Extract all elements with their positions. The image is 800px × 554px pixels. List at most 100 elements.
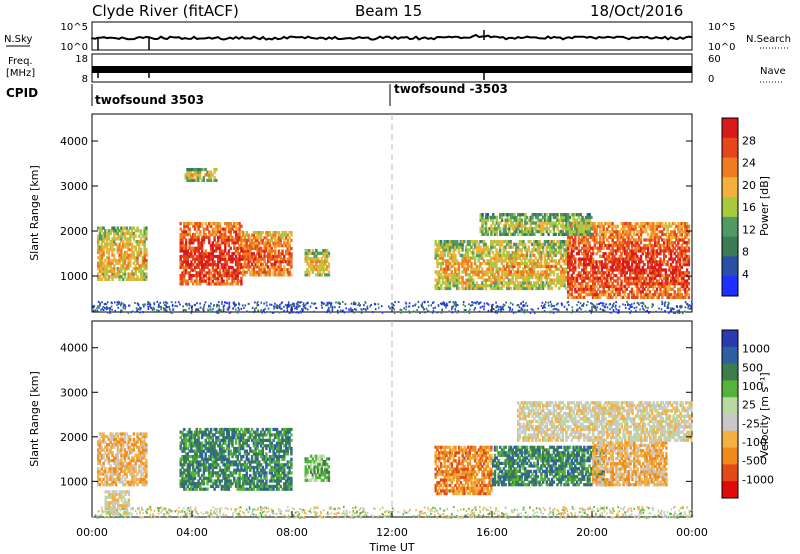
data-cell — [183, 271, 186, 275]
data-cell — [590, 254, 593, 258]
data-cell — [454, 281, 457, 285]
data-cell — [445, 259, 448, 263]
data-cell — [286, 238, 289, 242]
data-cell — [591, 257, 595, 261]
data-cell — [666, 227, 669, 231]
data-cell — [200, 235, 204, 239]
data-cell — [570, 268, 573, 272]
data-cell — [534, 284, 538, 288]
data-cell — [267, 231, 270, 235]
data-cell — [559, 253, 563, 258]
data-cell — [281, 270, 284, 274]
data-cell — [543, 275, 547, 280]
data-cell — [434, 306, 437, 309]
data-cell — [491, 242, 495, 247]
data-cell — [525, 275, 529, 280]
data-cell — [472, 253, 475, 258]
data-cell — [524, 242, 527, 247]
data-cell — [109, 229, 112, 233]
data-cell — [272, 268, 275, 272]
data-cell — [98, 275, 102, 279]
data-cell — [554, 242, 557, 247]
data-cell — [129, 258, 132, 263]
data-cell — [614, 290, 618, 294]
data-cell — [236, 227, 239, 231]
data-cell — [482, 242, 486, 247]
data-cell — [107, 264, 111, 268]
data-cell — [684, 295, 687, 299]
data-cell — [123, 237, 127, 241]
data-cell — [213, 254, 216, 259]
data-cell — [218, 260, 222, 264]
data-cell — [279, 238, 282, 242]
data-cell — [533, 262, 536, 266]
data-cell — [516, 286, 520, 291]
data-cell — [125, 231, 128, 236]
data-cell — [516, 253, 520, 258]
data-cell — [218, 233, 222, 237]
data-cell — [236, 241, 239, 245]
data-cell — [388, 305, 390, 308]
data-cell — [550, 256, 554, 260]
data-cell — [583, 279, 586, 283]
data-cell — [215, 227, 218, 231]
data-cell — [118, 253, 121, 257]
data-cell — [628, 307, 630, 310]
data-cell — [595, 227, 598, 231]
data-cell — [184, 254, 188, 259]
freq-unit-label: [MHz] — [6, 68, 35, 79]
data-cell — [447, 273, 450, 277]
data-cell — [452, 240, 455, 244]
data-cell — [464, 273, 468, 277]
data-cell — [122, 272, 125, 276]
data-cell — [288, 241, 291, 245]
data-cell — [472, 256, 475, 260]
data-cell — [547, 264, 550, 269]
data-cell — [570, 260, 573, 264]
data-cell — [293, 305, 295, 307]
data-cell — [549, 281, 552, 285]
data-cell — [250, 241, 254, 245]
data-cell — [607, 235, 611, 239]
data-cell — [488, 251, 491, 255]
data-cell — [263, 260, 266, 264]
data-cell — [197, 282, 200, 286]
data-cell — [606, 222, 609, 226]
data-cell — [195, 276, 198, 280]
data-cell — [481, 248, 484, 252]
data-cell — [208, 279, 211, 283]
data-cell — [434, 242, 437, 247]
data-cell — [563, 273, 566, 277]
data-cell — [317, 270, 320, 274]
data-cell — [127, 240, 130, 244]
data-cell — [475, 251, 479, 255]
data-cell — [268, 268, 272, 272]
data-cell — [524, 278, 527, 282]
data-cell — [188, 222, 191, 226]
data-cell — [105, 248, 109, 252]
data-cell — [184, 279, 188, 283]
data-cell — [466, 262, 470, 266]
data-cell — [311, 270, 314, 274]
data-cell — [243, 257, 247, 261]
data-cell — [577, 265, 581, 269]
data-cell — [609, 265, 612, 269]
data-cell — [607, 284, 611, 288]
data-cell — [238, 233, 241, 237]
data-cell — [611, 246, 614, 250]
data-cell — [616, 263, 620, 267]
data-cell — [231, 279, 234, 283]
data-cell — [568, 287, 572, 291]
data-cell — [234, 246, 238, 250]
data-cell — [279, 241, 282, 245]
data-cell — [558, 286, 561, 291]
data-cell — [500, 267, 504, 271]
data-cell — [338, 306, 341, 309]
data-cell — [184, 222, 188, 226]
data-cell — [502, 278, 505, 282]
data-cell — [193, 257, 197, 261]
data-cell — [313, 257, 316, 261]
data-cell — [288, 254, 291, 258]
data-cell — [575, 295, 579, 299]
data-cell — [599, 249, 602, 253]
